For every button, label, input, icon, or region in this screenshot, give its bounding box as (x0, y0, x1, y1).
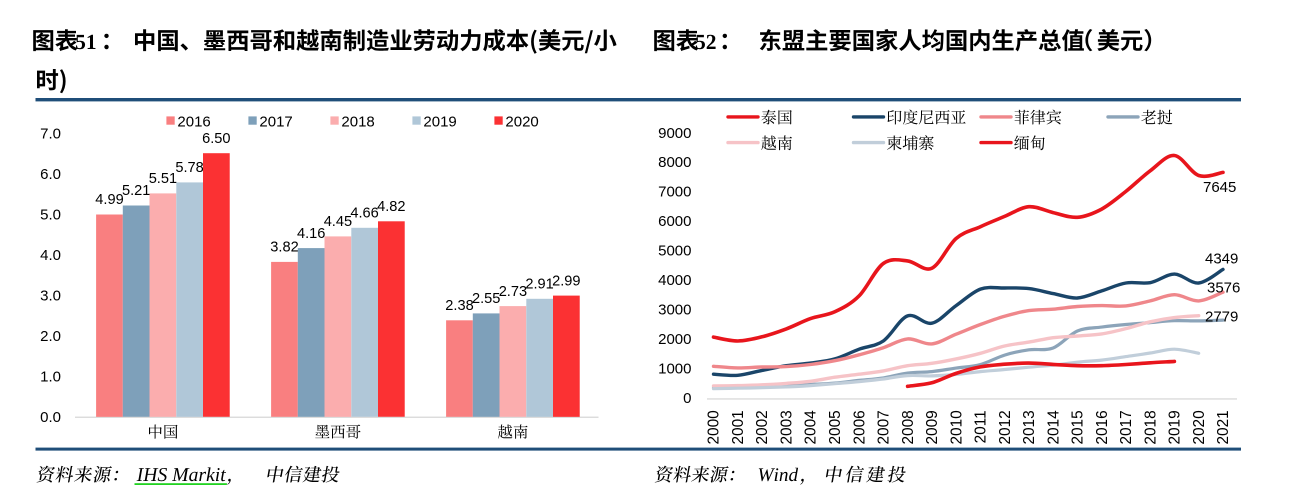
svg-text:2006: 2006 (851, 410, 868, 444)
svg-text:2019: 2019 (423, 114, 456, 131)
svg-text:3000: 3000 (658, 302, 691, 319)
svg-text:2013: 2013 (1021, 410, 1038, 444)
svg-text:2018: 2018 (341, 114, 374, 131)
svg-text:0: 0 (683, 390, 691, 407)
svg-text:4.66: 4.66 (350, 206, 378, 222)
svg-text:1.0: 1.0 (40, 369, 61, 386)
svg-text:2.55: 2.55 (472, 291, 500, 307)
svg-text:2017: 2017 (259, 114, 292, 131)
svg-text:2015: 2015 (1070, 410, 1087, 444)
svg-text:6.0: 6.0 (40, 166, 61, 183)
svg-text:7.0: 7.0 (40, 125, 61, 142)
svg-text:2002: 2002 (754, 410, 771, 444)
svg-text:4000: 4000 (658, 272, 691, 289)
svg-text:3.0: 3.0 (40, 288, 61, 305)
svg-text:2.91: 2.91 (525, 277, 553, 293)
svg-text:9000: 9000 (658, 125, 691, 142)
svg-text:3.82: 3.82 (270, 240, 298, 256)
svg-text:4.82: 4.82 (377, 199, 405, 215)
svg-text:0.0: 0.0 (40, 409, 61, 426)
svg-text:2005: 2005 (827, 410, 844, 444)
svg-text:5.78: 5.78 (175, 160, 203, 176)
svg-text:2016: 2016 (177, 114, 210, 131)
svg-text:5.51: 5.51 (149, 171, 177, 187)
svg-text:2000: 2000 (706, 410, 723, 444)
svg-text:2003: 2003 (779, 410, 796, 444)
svg-text:5.21: 5.21 (122, 183, 150, 199)
svg-text:2001: 2001 (730, 410, 747, 444)
svg-text:2019: 2019 (1167, 410, 1184, 444)
svg-text:4.16: 4.16 (297, 226, 325, 242)
svg-text:8000: 8000 (658, 154, 691, 171)
svg-text:4.0: 4.0 (40, 247, 61, 264)
svg-text:5000: 5000 (658, 243, 691, 260)
svg-text:7000: 7000 (658, 184, 691, 201)
svg-text:2.99: 2.99 (552, 273, 580, 289)
svg-text:4.45: 4.45 (324, 214, 352, 230)
svg-text:5.0: 5.0 (40, 206, 61, 223)
svg-text:2020: 2020 (505, 114, 538, 131)
svg-text:2.0: 2.0 (40, 328, 61, 345)
svg-text:2009: 2009 (924, 410, 941, 444)
svg-text:2.38: 2.38 (445, 298, 473, 314)
svg-text:2007: 2007 (876, 410, 893, 444)
svg-text:7645: 7645 (1203, 179, 1236, 196)
svg-text:2779: 2779 (1205, 309, 1238, 326)
svg-text:4.99: 4.99 (95, 192, 123, 208)
svg-text:2012: 2012 (997, 410, 1014, 444)
svg-text:2021: 2021 (1215, 410, 1232, 444)
svg-text:6.50: 6.50 (202, 131, 230, 147)
svg-text:2010: 2010 (948, 410, 965, 444)
svg-text:2.73: 2.73 (499, 284, 527, 300)
svg-text:2008: 2008 (900, 410, 917, 444)
svg-text:2000: 2000 (658, 331, 691, 348)
svg-text:2020: 2020 (1191, 410, 1208, 444)
svg-text:2011: 2011 (973, 410, 990, 443)
svg-text:3576: 3576 (1207, 280, 1240, 297)
svg-text:2016: 2016 (1094, 410, 1111, 444)
svg-text:6000: 6000 (658, 213, 691, 230)
svg-text:1000: 1000 (658, 360, 691, 377)
svg-text:2004: 2004 (803, 410, 820, 445)
svg-text:2018: 2018 (1142, 410, 1159, 444)
svg-text:2014: 2014 (1045, 410, 1062, 445)
svg-text:2017: 2017 (1118, 410, 1135, 444)
svg-text:4349: 4349 (1205, 251, 1238, 268)
